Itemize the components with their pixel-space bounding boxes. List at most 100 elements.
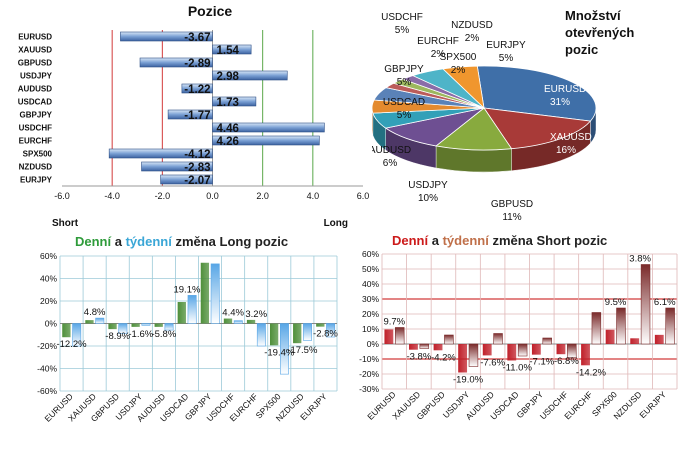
weekly-bar bbox=[72, 323, 82, 347]
weekly-bar bbox=[394, 327, 405, 345]
data-label: 4.4% bbox=[222, 308, 244, 319]
bar bbox=[212, 122, 325, 133]
data-label: -7.1% bbox=[529, 357, 554, 368]
data-label: -5.8% bbox=[151, 329, 176, 340]
bar bbox=[212, 44, 252, 55]
positions-chart: Pozice -3.67 1.54 -2.89 2.98 -1.22 1.73 -1.77 4… bbox=[18, 3, 370, 229]
pie-percent: 5% bbox=[499, 53, 514, 64]
weekly-bar bbox=[95, 317, 105, 324]
data-label: -1.6% bbox=[128, 329, 153, 340]
y-tick-label: 20% bbox=[362, 309, 379, 319]
weekly-bar bbox=[210, 263, 220, 324]
weekly-bar bbox=[256, 323, 266, 347]
pie-slice-eurjpy bbox=[442, 65, 485, 110]
daily-bar bbox=[293, 323, 302, 344]
bar bbox=[181, 83, 213, 94]
y-tick-label: USDCHF bbox=[19, 124, 52, 133]
y-tick-label: 40% bbox=[40, 274, 57, 284]
daily-bar bbox=[62, 323, 71, 338]
open-positions-chart: EURUSD 31% XAUUSD 16% GBPUSD 11% USDJPY 10% AUDU… bbox=[369, 8, 635, 223]
daily-bar bbox=[507, 344, 517, 361]
daily-bar bbox=[409, 344, 418, 350]
long-label: Long bbox=[324, 218, 348, 229]
pie-percent: 6% bbox=[383, 158, 398, 169]
bar bbox=[212, 135, 320, 146]
bar bbox=[108, 148, 213, 159]
y-tick-label: -20% bbox=[37, 341, 57, 351]
daily-bar bbox=[177, 302, 186, 324]
weekly-bar bbox=[303, 323, 312, 341]
y-tick-label: 20% bbox=[40, 296, 57, 306]
data-label: 4.46 bbox=[217, 123, 239, 135]
pie-label: USDJPY bbox=[408, 180, 448, 191]
y-tick-label: 40% bbox=[362, 279, 379, 289]
daily-bar bbox=[482, 344, 492, 356]
long-change-chart: Denní a týdenní změna Long pozic -12.2% 4… bbox=[37, 234, 338, 424]
daily-bar bbox=[605, 329, 615, 344]
pie-label: AUDUSD bbox=[372, 145, 411, 156]
x-tick-label: 6.0 bbox=[357, 191, 370, 201]
pie-slice-xauusd bbox=[483, 107, 592, 150]
data-label: -2.83 bbox=[184, 162, 210, 174]
data-label: 19.1% bbox=[173, 284, 200, 295]
y-tick-label: NZDUSD bbox=[19, 163, 53, 172]
weekly-bar bbox=[164, 323, 174, 331]
y-tick-label: 0% bbox=[367, 339, 380, 349]
weekly-bar bbox=[233, 320, 243, 324]
data-label: -2.8% bbox=[313, 329, 338, 340]
y-tick-label: 60% bbox=[40, 251, 57, 261]
x-tick-label: 0.0 bbox=[206, 191, 219, 201]
y-tick-label: GBPUSD bbox=[18, 59, 52, 68]
daily-bar bbox=[556, 344, 566, 355]
pie-percent: 10% bbox=[418, 193, 438, 204]
y-tick-label: 30% bbox=[362, 294, 379, 304]
y-tick-label: -10% bbox=[359, 354, 379, 364]
y-tick-label: 60% bbox=[362, 249, 379, 259]
pie-label: GBPJPY bbox=[384, 64, 424, 75]
pie-label: SPX500 bbox=[440, 52, 477, 63]
data-label: 1.73 bbox=[217, 97, 239, 109]
short-change-panel: Denní a týdenní změna Short pozic 9.7% -3… bbox=[340, 232, 680, 446]
weekly-bar bbox=[187, 295, 197, 324]
long-change-title: Denní a týdenní změna Long pozic bbox=[75, 234, 288, 249]
daily-bar bbox=[531, 344, 541, 355]
data-label: -12.2% bbox=[56, 339, 87, 350]
daily-bar bbox=[269, 323, 279, 346]
bar bbox=[212, 70, 288, 81]
pie-percent: 2% bbox=[465, 33, 480, 44]
data-label: 4.8% bbox=[84, 307, 106, 318]
data-label: 6.1% bbox=[654, 297, 676, 308]
data-label: -3.67 bbox=[184, 32, 210, 44]
y-tick-label: -30% bbox=[359, 384, 379, 394]
weekly-bar bbox=[640, 264, 651, 345]
data-label: -1.22 bbox=[184, 84, 210, 96]
bar bbox=[167, 109, 213, 120]
data-label: -7.6% bbox=[480, 357, 505, 368]
pie-slice-gbpusd bbox=[435, 107, 513, 151]
data-label: -4.12 bbox=[184, 149, 210, 161]
y-tick-label: EURUSD bbox=[18, 33, 52, 42]
weekly-bar bbox=[493, 333, 503, 345]
daily-bar bbox=[654, 334, 664, 344]
weekly-bar bbox=[591, 312, 602, 345]
pie-label: NZDUSD bbox=[451, 20, 493, 31]
data-label: 1.54 bbox=[217, 45, 240, 57]
data-label: -4.2% bbox=[431, 352, 456, 363]
bar bbox=[139, 57, 213, 68]
data-label: 4.26 bbox=[217, 136, 239, 148]
pie-label: USDCHF bbox=[381, 12, 423, 23]
long-change-panel: Denní a týdenní změna Long pozic -12.2% 4… bbox=[0, 232, 340, 446]
weekly-bar bbox=[616, 307, 626, 345]
weekly-bar bbox=[444, 334, 454, 345]
pie-title-line-1: Množství bbox=[565, 8, 621, 23]
y-tick-label: 10% bbox=[362, 324, 379, 334]
daily-bar bbox=[131, 323, 140, 327]
pie-label: EURUSD bbox=[544, 84, 586, 95]
daily-bar bbox=[630, 338, 640, 344]
data-label: -19.4% bbox=[264, 347, 295, 358]
pie-percent: 31% bbox=[550, 97, 570, 108]
y-tick-label: EURCHF bbox=[19, 137, 52, 146]
weekly-bar bbox=[118, 323, 128, 334]
daily-bar bbox=[154, 323, 163, 327]
data-label: -3.8% bbox=[406, 352, 431, 363]
